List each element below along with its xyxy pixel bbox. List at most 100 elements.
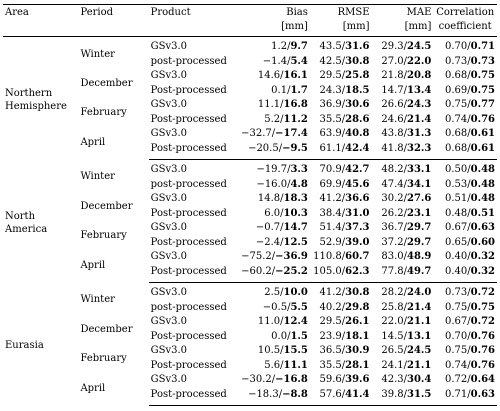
mae-original-value: 24.1/	[381, 359, 408, 371]
corr-cell: 0.53/0.48	[433, 178, 497, 193]
rmse-corrected-value: 18.1	[345, 330, 370, 342]
rmse-cell: 63.9/40.8	[310, 127, 372, 142]
bias-original-value: 10.5/	[257, 345, 284, 357]
corr-cell: 0.72/0.64	[433, 373, 497, 388]
mae-cell: 42.3/30.4	[372, 373, 434, 388]
corr-corrected-value: 0.71	[470, 41, 495, 53]
corr-original-value: 0.70/	[445, 330, 471, 342]
mae-corrected-value: 29.7	[407, 222, 432, 234]
table-row: North America Winter GSv3.0 −19.7/3.3 70.9/4…	[3, 160, 497, 234]
rmse-original-value: 23.9/	[319, 330, 346, 342]
rmse-original-value: 43.5/	[319, 41, 346, 53]
corr-original-value: 0.69/	[445, 84, 471, 96]
header-mae-unit: [mm]	[404, 21, 432, 32]
bias-corrected-value: 10.0	[283, 287, 308, 299]
bias-original-value: −0.5/	[262, 301, 291, 313]
corr-corrected-value: 0.76	[470, 345, 495, 357]
bias-original-value: −20.5/	[248, 142, 283, 154]
bias-original-value: 1.2/	[271, 41, 291, 53]
corr-corrected-value: 0.76	[470, 113, 495, 125]
header-rmse-unit: [mm]	[342, 21, 370, 32]
rmse-cell: 43.5/31.6	[310, 37, 372, 55]
product-cell: GSv3.0	[150, 70, 188, 82]
product-cell: GSv3.0	[150, 193, 188, 205]
mae-cell: 24.1/21.1	[372, 359, 434, 374]
bias-cell: 14.6/16.1	[238, 69, 310, 84]
rmse-corrected-value: 39.6	[345, 374, 370, 386]
rmse-corrected-value: 37.3	[345, 222, 370, 234]
product-cell: Post-processed	[150, 84, 227, 96]
rmse-cell: 59.6/39.6	[310, 373, 372, 388]
rmse-cell: 69.9/45.6	[310, 178, 372, 193]
mae-original-value: 21.8/	[381, 70, 408, 82]
mae-cell: 22.0/21.1	[372, 315, 434, 330]
table-row: Post-processed 5.6/11.1 35.5/28.1 24.1/21.1…	[3, 359, 497, 374]
product-cell: Post-processed	[148, 387, 239, 406]
period-cell: April	[80, 383, 106, 395]
bias-original-value: 11.1/	[257, 99, 284, 111]
bias-cell: −1.4/5.4	[238, 55, 310, 70]
mae-corrected-value: 24.3	[407, 99, 432, 111]
corr-corrected-value: 0.63	[470, 222, 495, 234]
mae-cell: 25.8/21.4	[372, 301, 434, 316]
mae-corrected-value: 31.3	[407, 128, 432, 140]
rmse-corrected-value: 36.6	[345, 193, 370, 205]
corr-corrected-value: 0.73	[470, 55, 495, 67]
rmse-original-value: 29.5/	[319, 70, 346, 82]
mae-cell: 30.2/27.6	[372, 192, 434, 207]
header-corr-label-2: coefficient	[438, 21, 492, 32]
mae-corrected-value: 29.7	[407, 236, 432, 248]
corr-cell: 0.48/0.51	[433, 207, 497, 222]
rmse-cell: 70.9/42.7	[310, 160, 372, 178]
mae-corrected-value: 33.1	[407, 164, 432, 176]
mae-cell: 39.8/31.5	[371, 387, 434, 406]
product-cell: GSv3.0	[150, 99, 188, 111]
corr-corrected-value: 0.72	[470, 287, 495, 299]
table-row: February GSv3.0 11.1/16.8 36.9/30.6 26.6/24.…	[3, 98, 497, 117]
mae-corrected-value: 21.1	[407, 359, 432, 371]
bias-cell: −0.7/14.7	[238, 221, 310, 236]
mae-cell: 43.8/31.3	[372, 127, 434, 142]
bias-cell: 10.5/15.5	[238, 344, 310, 359]
header-bias-unit: [mm]	[281, 21, 308, 32]
mae-corrected-value: 24.5	[407, 41, 432, 53]
period-cell: February	[80, 352, 127, 364]
mae-original-value: 29.3/	[381, 41, 408, 53]
bias-cell: −16.0/4.8	[238, 178, 310, 193]
rmse-cell: 42.5/30.8	[310, 55, 372, 70]
rmse-corrected-value: 31.0	[345, 207, 370, 219]
table-row: post-processed −0.5/5.5 40.2/29.8 25.8/21.4…	[3, 301, 497, 316]
bias-cell: −30.2/−16.8	[238, 373, 310, 388]
bias-original-value: 2.5/	[264, 287, 284, 299]
mae-cell: 27.0/22.0	[372, 55, 434, 70]
rmse-original-value: 35.5/	[319, 359, 346, 371]
bias-corrected-value: 11.1	[283, 359, 308, 371]
bias-original-value: −18.3/	[248, 388, 283, 400]
corr-original-value: 0.72/	[445, 374, 471, 386]
mae-original-value: 27.0/	[381, 55, 408, 67]
corr-corrected-value: 0.75	[470, 70, 495, 82]
bias-cell: 11.1/16.8	[238, 98, 310, 113]
period-cell: Winter	[80, 171, 115, 183]
header-correlation: Correlation coefficient	[433, 4, 497, 37]
mae-original-value: 14.7/	[381, 84, 408, 96]
product-cell: GSv3.0	[150, 345, 188, 357]
table-row: Post-processed −60.2/−25.2 105.0/62.3 77.8/…	[3, 264, 497, 283]
mae-corrected-value: 32.3	[407, 142, 432, 154]
mae-corrected-value: 22.0	[407, 55, 432, 67]
period-cell: December	[80, 200, 133, 212]
mae-original-value: 47.4/	[381, 178, 408, 190]
mae-corrected-value: 21.1	[407, 316, 432, 328]
bias-corrected-value: 1.7	[290, 84, 308, 96]
table-row: December GSv3.0 14.6/16.1 29.5/25.8 21.8/20.…	[3, 69, 497, 88]
corr-corrected-value: 0.32	[470, 251, 495, 263]
rmse-corrected-value: 42.4	[345, 142, 370, 154]
corr-corrected-value: 0.75	[470, 84, 495, 96]
product-cell: GSv3.0	[150, 222, 188, 234]
table-row: February GSv3.0 −0.7/14.7 51.4/37.3 36.7/29.…	[3, 221, 497, 240]
table-row: Post-processed −20.5/−9.5 61.1/42.4 41.8/32…	[3, 141, 497, 160]
mae-original-value: 43.8/	[381, 128, 408, 140]
bias-corrected-value: 12.5	[283, 236, 308, 248]
corr-corrected-value: 0.63	[470, 388, 495, 400]
corr-cell: 0.40/0.32	[433, 250, 497, 265]
